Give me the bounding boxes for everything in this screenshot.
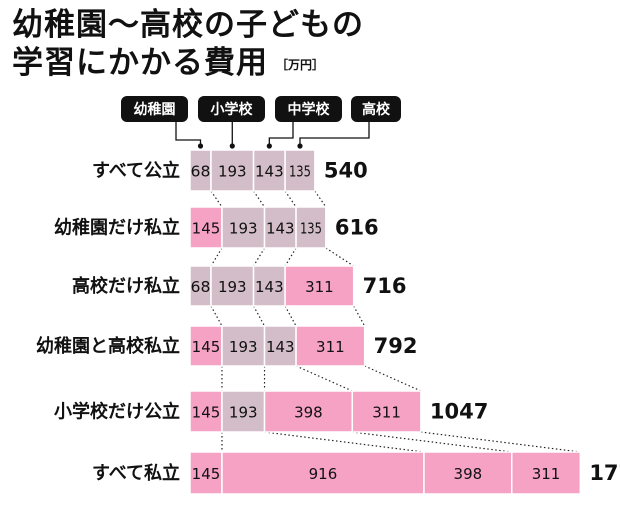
bar-segment [189,451,223,495]
segment-value-label: 311 [305,278,334,296]
total-value-label: 540 [324,159,368,183]
segment-value-label: 193 [218,278,247,296]
connector-line [253,305,266,327]
segment-value-label: 398 [294,404,323,422]
connector-line [325,247,355,267]
connector-line [420,431,581,453]
connector-line [352,431,512,453]
segment-value-label: 143 [255,278,284,296]
segment-value-label: 145 [192,404,221,422]
segment-value-label: 193 [229,220,258,238]
unit-label: ［万円］ [276,58,325,72]
bar-segment [263,206,297,249]
stage-legend-box [198,96,265,122]
title-line-1: 幼稚園～高校の子どもの [12,7,364,43]
bar-segment [284,265,355,307]
segment-value-label: 193 [229,338,258,356]
bar-segment [284,149,316,192]
stage-legend-box [275,96,342,122]
legend-leader-dot [197,143,204,149]
bar-segment [510,451,582,495]
bar-segment [189,325,223,367]
total-value-label: 1770 [589,461,620,485]
segment-value-label: 311 [372,404,401,422]
connector-line [353,305,366,327]
bar-segment [295,206,327,249]
bar-segment [210,265,255,307]
bar-segment [295,325,366,367]
stage-legend-box [351,96,401,122]
connector-line [253,247,266,267]
connector-line [210,247,223,267]
stage-legend-label: 幼稚園 [134,101,176,118]
connector-line [364,365,422,392]
segment-value-label: 68 [191,278,211,296]
segment-value-label: 311 [532,465,561,483]
segment-value-label: 135 [289,163,311,181]
segment-value-label: 143 [266,220,295,238]
connector-line [284,190,297,208]
category-label: すべて私立 [92,462,180,484]
segment-value-label: 145 [192,465,221,483]
segment-value-label: 143 [255,163,284,181]
segment-value-label: 145 [192,220,221,238]
category-label: 幼稚園だけ私立 [54,217,180,239]
bar-segment [252,149,286,192]
legend-leader-dot [297,143,303,149]
connector-line [253,190,266,208]
total-value-label: 792 [374,334,418,358]
segment-value-label: 398 [454,465,483,483]
bar-segment [423,451,513,495]
segment-value-label: 135 [300,220,322,238]
total-value-label: 716 [363,274,407,298]
stage-legend-box [121,96,188,122]
segment-value-label: 68 [191,163,211,181]
stage-legend-label: 高校 [362,101,391,118]
segment-value-label: 193 [229,404,258,422]
connector-line [284,247,297,267]
legend-leader-dot [266,143,272,149]
bar-segment [189,390,223,433]
legend-leader-line [268,122,294,146]
category-label: 小学校だけ公立 [54,401,180,423]
bar-segment [351,390,422,433]
stage-legend-label: 小学校 [211,101,254,118]
bar-segment [221,390,266,433]
category-label: 幼稚園と高校私立 [36,335,180,357]
connector-line [284,305,297,327]
connector-line [295,365,353,392]
segment-value-label: 311 [316,338,345,356]
legend-leader-line [299,122,370,146]
segment-value-label: 143 [266,338,295,356]
connector-line [210,305,223,327]
bar-segment [252,265,286,307]
bar-segment [189,206,223,249]
segment-value-label: 193 [218,163,247,181]
connector-line [210,190,223,208]
connector-line [264,431,425,453]
segment-value-label: 145 [192,338,221,356]
total-value-label: 616 [335,216,379,240]
title-line-2: 学習にかかる費用 [12,45,268,81]
legend-leader-dot [229,143,235,149]
connector-line [314,190,327,208]
legend-leader-line [175,122,202,146]
bar-segment [263,325,297,367]
category-label: すべて公立 [92,160,180,182]
total-value-label: 1047 [430,400,488,424]
segment-value-label: 916 [309,465,338,483]
chart-title: 幼稚園～高校の子どもの 学習にかかる費用 ［万円］ [12,6,364,84]
bar-segment [221,451,425,495]
stage-legend-label: 中学校 [288,101,331,118]
bar-segment [221,325,266,367]
bar-segment [221,206,266,249]
category-label: 高校だけ私立 [72,275,180,297]
